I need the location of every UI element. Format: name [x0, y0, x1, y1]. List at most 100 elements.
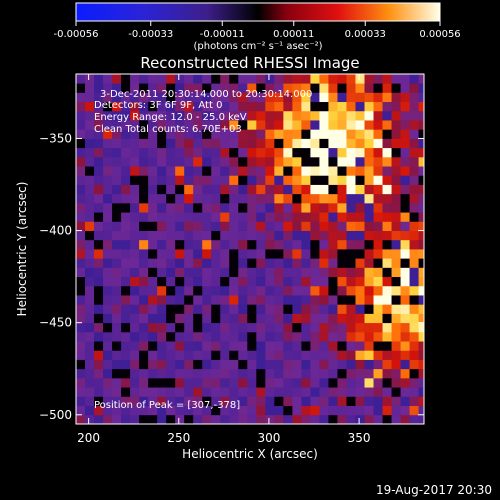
heatmap-cell — [229, 147, 239, 158]
heatmap-cell — [220, 175, 230, 185]
heatmap-cell — [220, 322, 230, 333]
heatmap-cell — [175, 92, 185, 103]
heatmap-cell — [148, 239, 158, 250]
heatmap-cell — [157, 221, 167, 231]
heatmap-cell — [265, 258, 275, 268]
heatmap-cell — [373, 147, 383, 158]
heatmap-cell — [319, 405, 329, 416]
heatmap-cell — [121, 304, 131, 314]
heatmap-cell — [94, 322, 104, 333]
heatmap-cell — [256, 239, 266, 250]
heatmap-cell — [346, 110, 356, 121]
heatmap-cell — [391, 147, 401, 158]
heatmap-cell — [265, 175, 275, 185]
heatmap-cell — [328, 414, 338, 424]
heatmap-cell — [211, 138, 221, 149]
heatmap-cell — [121, 267, 131, 278]
heatmap-cell — [292, 110, 302, 121]
heatmap-cell — [256, 166, 266, 176]
heatmap-cell — [76, 193, 86, 204]
heatmap-cell — [85, 193, 95, 204]
heatmap-cell — [364, 212, 374, 222]
heatmap-cell — [319, 230, 329, 241]
heatmap-cell — [391, 276, 401, 287]
heatmap-cell — [364, 295, 374, 305]
colorbar-tick-label: 0.00056 — [419, 29, 460, 40]
heatmap-cell — [139, 276, 149, 287]
heatmap-cell — [400, 295, 410, 305]
heatmap-cell — [337, 350, 347, 360]
heatmap-cell — [85, 267, 95, 278]
heatmap-cell — [409, 156, 419, 167]
heatmap-cell — [274, 295, 284, 305]
heatmap-cell — [301, 267, 311, 278]
heatmap-cell — [337, 129, 347, 139]
heatmap-cell — [373, 276, 383, 287]
heatmap-cell — [337, 368, 347, 379]
heatmap-cell — [103, 212, 113, 222]
heatmap-cell — [337, 156, 347, 167]
heatmap-cell — [139, 120, 149, 130]
heatmap-cell — [193, 341, 203, 351]
heatmap-cell — [121, 230, 131, 241]
heatmap-cell — [355, 322, 365, 333]
heatmap-cell — [364, 184, 374, 195]
heatmap-cell — [409, 341, 419, 351]
heatmap-cell — [202, 74, 212, 84]
heatmap-cell — [382, 138, 392, 149]
heatmap-cell — [148, 74, 158, 84]
heatmap-cell — [391, 258, 401, 268]
heatmap-cell — [193, 110, 203, 121]
heatmap-cell — [355, 341, 365, 351]
heatmap-cell — [193, 138, 203, 149]
heatmap-cell — [94, 202, 104, 213]
heatmap-cell — [274, 230, 284, 241]
heatmap-cell — [229, 258, 239, 268]
heatmap-cell — [337, 405, 347, 416]
heatmap-cell — [364, 147, 374, 158]
heatmap-cell — [184, 101, 194, 112]
heatmap-cell — [409, 120, 419, 130]
heatmap-cell — [256, 92, 266, 103]
heatmap-cell — [265, 359, 275, 370]
heatmap-cell — [301, 276, 311, 287]
heatmap-cell — [76, 101, 86, 112]
heatmap-cell — [373, 83, 383, 93]
heatmap-cell — [337, 331, 347, 342]
heatmap-cell — [211, 359, 221, 370]
heatmap-cell — [166, 110, 176, 121]
heatmap-cell — [319, 175, 329, 185]
heatmap-cell — [391, 202, 401, 213]
heatmap-cell — [310, 83, 320, 93]
heatmap-cell — [121, 120, 131, 130]
heatmap-cell — [85, 350, 95, 360]
heatmap-cell — [220, 212, 230, 222]
heatmap-cell — [220, 74, 230, 84]
heatmap-cell — [319, 249, 329, 259]
heatmap-cell — [382, 405, 392, 416]
heatmap-cell — [382, 120, 392, 130]
heatmap-cell — [121, 74, 131, 84]
heatmap-cell — [256, 230, 266, 241]
heatmap-cell — [121, 331, 131, 342]
heatmap-cell — [103, 341, 113, 351]
heatmap-cell — [238, 74, 248, 84]
heatmap-cell — [346, 341, 356, 351]
heatmap-cell — [76, 377, 86, 388]
heatmap-cell — [139, 184, 149, 195]
heatmap-cell — [409, 258, 419, 268]
heatmap-cell — [355, 129, 365, 139]
heatmap-cell — [391, 304, 401, 314]
heatmap-cell — [166, 147, 176, 158]
heatmap-cell — [211, 295, 221, 305]
heatmap-cell — [247, 120, 257, 130]
heatmap-cell — [319, 331, 329, 342]
heatmap-cell — [229, 230, 239, 241]
heatmap-cell — [418, 212, 424, 222]
heatmap-cell — [211, 377, 221, 388]
heatmap-cell — [319, 110, 329, 121]
heatmap-cell — [319, 193, 329, 204]
heatmap-cell — [103, 92, 113, 103]
heatmap-cell — [355, 120, 365, 130]
heatmap-cell — [364, 221, 374, 231]
